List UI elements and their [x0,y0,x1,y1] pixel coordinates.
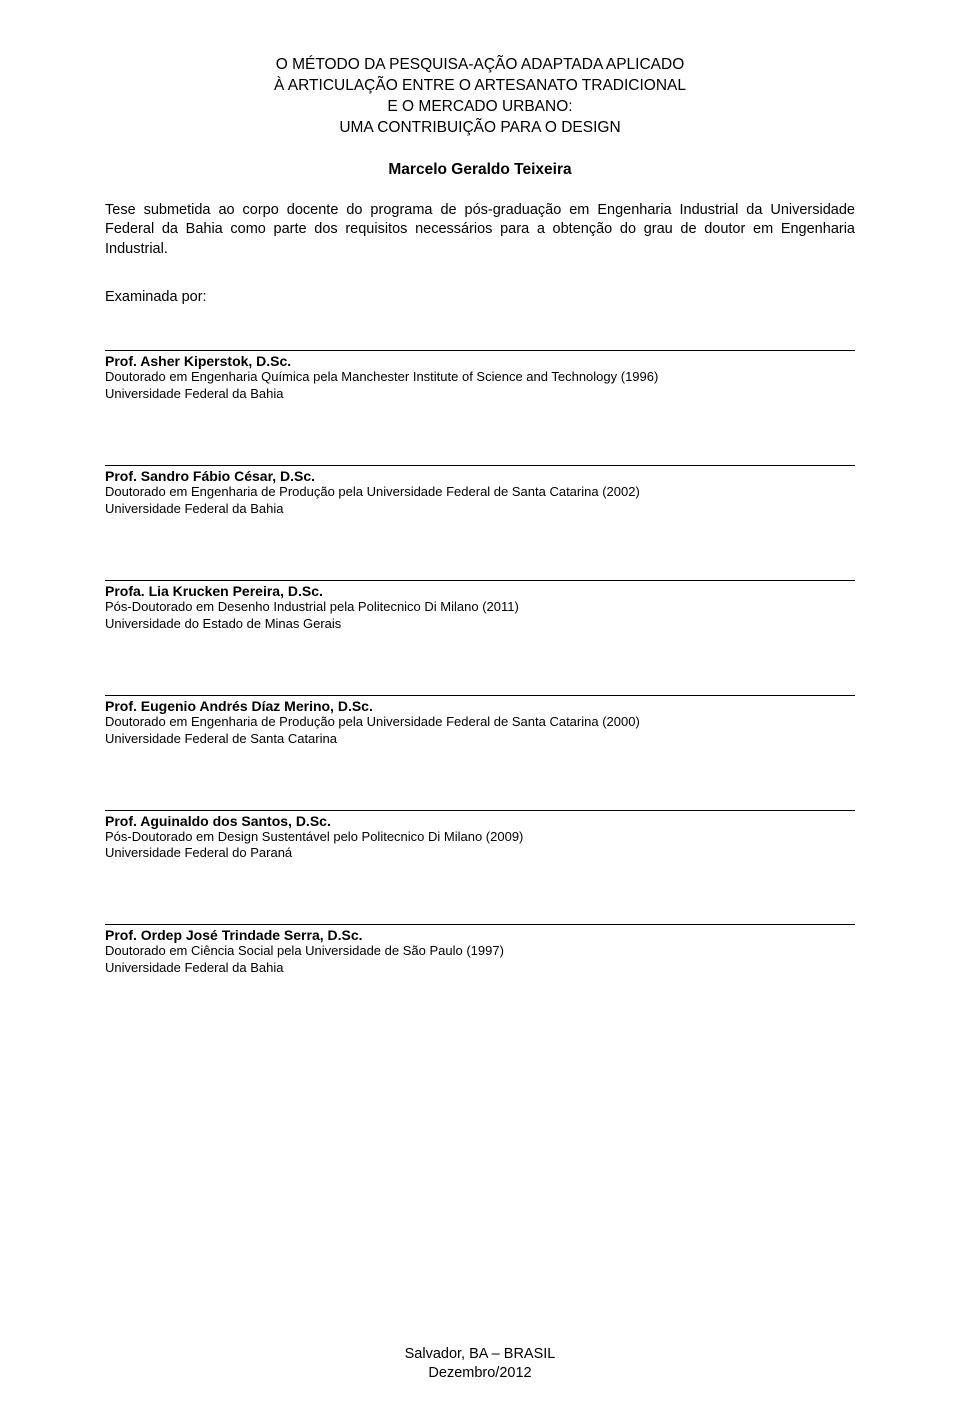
examiner-affiliation: Universidade Federal da Bahia [105,386,855,403]
examined-by-label: Examinada por: [105,289,855,305]
examiner-credential: Doutorado em Engenharia de Produção pela… [105,714,855,731]
signature-line [105,924,855,925]
examiner-credential: Doutorado em Engenharia Química pela Man… [105,369,855,386]
footer-date: Dezembro/2012 [0,1364,960,1384]
thesis-title: O MÉTODO DA PESQUISA-AÇÃO ADAPTADA APLIC… [105,55,855,139]
examiner-name: Prof. Sandro Fábio César, D.Sc. [105,468,855,484]
thesis-description: Tese submetida ao corpo docente do progr… [105,201,855,260]
examiner-name: Prof. Eugenio Andrés Díaz Merino, D.Sc. [105,698,855,714]
signature-line [105,465,855,466]
examiner-block: Prof. Aguinaldo dos Santos, D.Sc. Pós-Do… [105,810,855,863]
signature-line [105,580,855,581]
author-name: Marcelo Geraldo Teixeira [105,161,855,179]
examiner-affiliation: Universidade Federal do Paraná [105,845,855,862]
signature-line [105,350,855,351]
title-line-2: À ARTICULAÇÃO ENTRE O ARTESANATO TRADICI… [105,76,855,97]
examiner-credential: Doutorado em Engenharia de Produção pela… [105,484,855,501]
examiner-affiliation: Universidade do Estado de Minas Gerais [105,616,855,633]
footer-place: Salvador, BA – BRASIL [0,1345,960,1365]
examiner-block: Prof. Asher Kiperstok, D.Sc. Doutorado e… [105,350,855,403]
examiner-block: Profa. Lia Krucken Pereira, D.Sc. Pós-Do… [105,580,855,633]
title-line-1: O MÉTODO DA PESQUISA-AÇÃO ADAPTADA APLIC… [105,55,855,76]
examiner-block: Prof. Sandro Fábio César, D.Sc. Doutorad… [105,465,855,518]
title-line-3: E O MERCADO URBANO: [105,97,855,118]
signature-line [105,810,855,811]
examiner-name: Prof. Ordep José Trindade Serra, D.Sc. [105,927,855,943]
examiner-affiliation: Universidade Federal da Bahia [105,501,855,518]
examiner-credential: Pós-Doutorado em Design Sustentável pelo… [105,829,855,846]
examiner-affiliation: Universidade Federal da Bahia [105,960,855,977]
examiner-credential: Pós-Doutorado em Desenho Industrial pela… [105,599,855,616]
examiner-name: Prof. Asher Kiperstok, D.Sc. [105,353,855,369]
examiner-name: Prof. Aguinaldo dos Santos, D.Sc. [105,813,855,829]
footer: Salvador, BA – BRASIL Dezembro/2012 [0,1345,960,1384]
examiner-name: Profa. Lia Krucken Pereira, D.Sc. [105,583,855,599]
examiner-block: Prof. Ordep José Trindade Serra, D.Sc. D… [105,924,855,977]
signature-line [105,695,855,696]
title-line-4: UMA CONTRIBUIÇÃO PARA O DESIGN [105,118,855,139]
examiner-affiliation: Universidade Federal de Santa Catarina [105,731,855,748]
examiner-block: Prof. Eugenio Andrés Díaz Merino, D.Sc. … [105,695,855,748]
examiner-credential: Doutorado em Ciência Social pela Univers… [105,943,855,960]
